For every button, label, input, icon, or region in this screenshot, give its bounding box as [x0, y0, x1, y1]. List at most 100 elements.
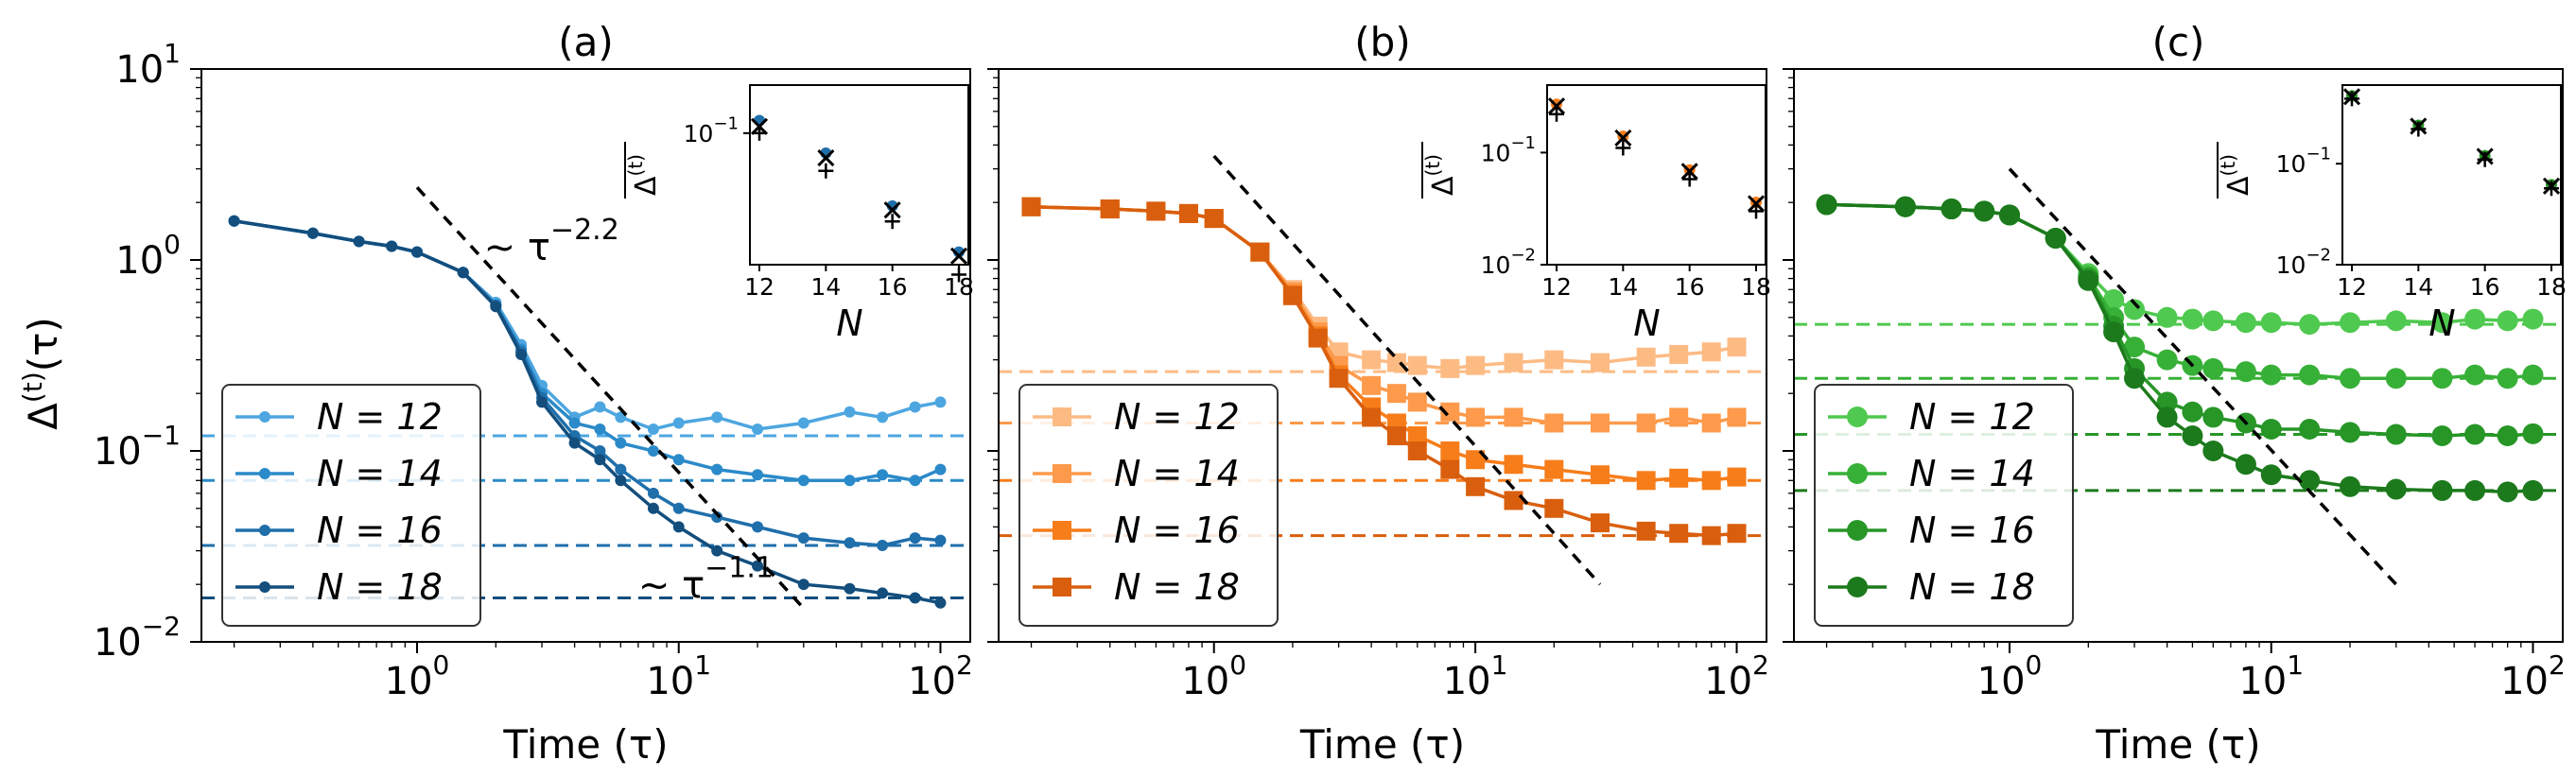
data-point-N12 [594, 401, 606, 413]
data-point-N12 [752, 423, 764, 435]
data-point-N16 [2202, 406, 2224, 428]
data-point-N14 [2156, 349, 2178, 371]
legend: N = 12 N = 14 N = 16 N = 18 [1018, 384, 1279, 627]
data-point-N12 [1362, 350, 1382, 370]
inset-point-x [817, 148, 835, 167]
legend-marker-N12 [259, 411, 270, 423]
inset-x-axis-label: N [1633, 303, 1660, 344]
legend-marker-N18 [259, 581, 270, 593]
inset-point-x [1614, 129, 1632, 147]
x-tick-label: 102 [908, 649, 973, 703]
data-point-N12 [647, 423, 659, 435]
data-point-N18 [386, 240, 398, 252]
y-axis-label: Δ(t)(τ) [17, 317, 66, 430]
figure-labels: Δ(t)(τ) [17, 317, 66, 430]
data-point-N18 [1999, 204, 2021, 226]
legend-label-N14: N = 14 [1909, 453, 2035, 494]
data-point-N18 [457, 267, 469, 279]
data-point-N18 [2464, 479, 2486, 501]
data-point-N14 [1407, 392, 1427, 412]
y-tick-label: 101 [115, 38, 181, 92]
data-point-N18 [490, 301, 502, 313]
data-point-N14 [752, 469, 764, 481]
data-point-N14 [1544, 413, 1564, 433]
x-axis-label: Time (τ) [2095, 721, 2260, 768]
data-point-N16 [1727, 467, 1747, 487]
inset-x-tick-label: 16 [878, 273, 908, 301]
data-point-N14 [1727, 407, 1747, 427]
data-point-N18 [2156, 406, 2178, 428]
inset-point-x [883, 201, 901, 219]
data-point-N14 [2464, 364, 2486, 386]
data-point-N14 [1636, 413, 1656, 433]
data-point-N12 [1544, 350, 1564, 370]
data-point-N18 [2431, 479, 2453, 501]
data-point-N12 [2182, 308, 2203, 330]
data-point-N18 [1100, 199, 1120, 219]
data-point-N12 [672, 417, 685, 429]
data-point-N18 [672, 521, 685, 533]
inset-x-tick-label: 16 [1675, 273, 1705, 301]
data-point-N16 [909, 532, 921, 545]
data-point-N18 [568, 437, 581, 449]
data-point-N14 [647, 445, 659, 457]
data-point-N18 [2522, 479, 2544, 501]
data-point-N12 [2464, 308, 2486, 330]
legend-frame [1814, 384, 2074, 627]
data-point-N18 [1021, 197, 1041, 216]
inset-x-tick-label: 18 [944, 273, 974, 301]
data-point-N12 [877, 411, 889, 424]
legend-label-N18: N = 18 [317, 566, 443, 608]
legend-marker-N14 [1847, 463, 1868, 484]
data-point-N12 [2522, 308, 2544, 330]
inset-x-tick-label: 12 [2337, 273, 2367, 301]
inset-frame [2341, 84, 2562, 266]
y-tick-label: 100 [115, 229, 181, 283]
data-point-N14 [844, 475, 856, 487]
data-point-N18 [1544, 498, 1564, 518]
x-tick-label: 101 [2238, 649, 2304, 703]
data-point-N16 [844, 537, 856, 549]
data-point-N12 [1669, 344, 1689, 364]
data-point-N14 [1362, 375, 1382, 395]
inset-x-tick-label: 18 [1741, 273, 1771, 301]
fit-line [2008, 167, 2398, 586]
data-point-N18 [1146, 201, 1166, 221]
data-point-N14 [2202, 357, 2224, 379]
data-point-N16 [1440, 441, 1460, 460]
data-point-N18 [515, 348, 528, 360]
data-point-N12 [2124, 299, 2146, 320]
data-point-N12 [2260, 312, 2282, 334]
data-point-N18 [2385, 478, 2407, 500]
x-tick-label: 100 [1977, 649, 2043, 703]
x-tick-label: 101 [646, 649, 711, 703]
data-point-N18 [2202, 441, 2224, 461]
legend-marker-N14 [259, 468, 270, 479]
data-point-N16 [647, 487, 659, 499]
data-point-N18 [844, 582, 856, 595]
data-point-N14 [2431, 368, 2453, 389]
legend-marker-N14 [1053, 464, 1071, 483]
inset-x-tick-label: 12 [744, 273, 775, 301]
inset-x-tick-label: 14 [810, 273, 841, 301]
data-point-N18 [1308, 328, 1328, 348]
data-point-N12 [2202, 310, 2224, 332]
power-law-annotation: ~ τ−2.2 [484, 214, 619, 269]
inset-point-x [1547, 97, 1566, 115]
inset-x-axis-label: N [2428, 303, 2455, 344]
data-point-N16 [2182, 401, 2203, 423]
data-point-N18 [2497, 481, 2518, 503]
data-point-N14 [1386, 384, 1406, 404]
data-point-N18 [1974, 200, 1995, 222]
data-point-N18 [411, 246, 424, 258]
data-point-N16 [711, 511, 723, 524]
legend-frame [221, 384, 481, 627]
data-point-N18 [2103, 321, 2125, 343]
data-point-N18 [797, 579, 809, 591]
data-point-N14 [711, 463, 723, 475]
data-point-N18 [647, 502, 659, 514]
data-point-N14 [934, 463, 947, 475]
data-point-N16 [877, 539, 889, 551]
inset-x-tick-label: 12 [1541, 273, 1572, 301]
x-tick-label: 100 [385, 649, 450, 703]
